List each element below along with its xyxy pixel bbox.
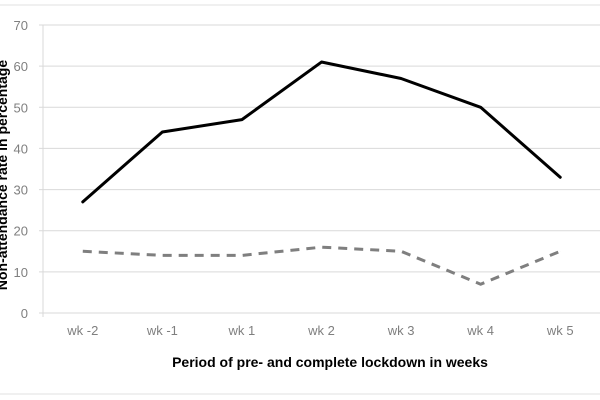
y-tick-label: 30: [14, 183, 28, 198]
y-tick-label: 0: [21, 306, 28, 321]
x-tick-label: wk 1: [228, 323, 256, 338]
series-line-2: [82, 245, 561, 286]
x-tick-label: wk 3: [387, 323, 415, 338]
x-tick-label: wk 2: [307, 323, 335, 338]
gridlines: [39, 24, 600, 317]
y-tick-label: 60: [14, 59, 28, 74]
y-axis-label: Non-attendance rate in percentage: [0, 60, 10, 290]
x-tick-label: wk -2: [66, 323, 98, 338]
x-tick-label: wk 4: [466, 323, 494, 338]
x-tick-label: wk -1: [146, 323, 178, 338]
x-tick-label: wk 5: [546, 323, 574, 338]
y-tick-labels: 0 10 20 30 40 50 60 70: [14, 18, 28, 321]
y-tick-label: 70: [14, 18, 28, 33]
y-tick-label: 20: [14, 224, 28, 239]
x-tick-labels: wk -2 wk -1 wk 1 wk 2 wk 3 wk 4 wk 5: [66, 323, 573, 338]
y-tick-label: 10: [14, 265, 28, 280]
y-tick-label: 40: [14, 141, 28, 156]
y-tick-label: 50: [14, 100, 28, 115]
series-group: [81, 60, 562, 286]
x-axis-label: Period of pre- and complete lockdown in …: [172, 354, 488, 370]
series-line-1: [81, 60, 562, 204]
